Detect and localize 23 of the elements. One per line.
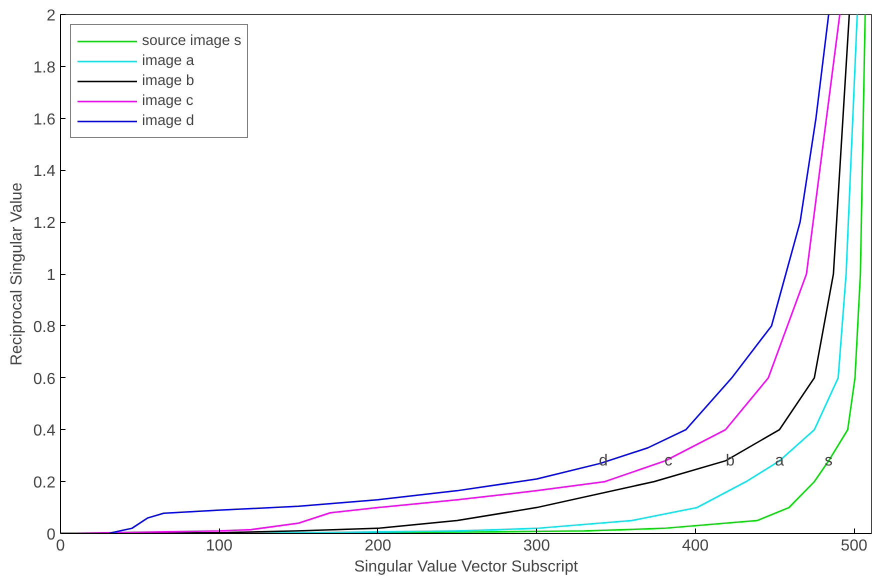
- legend-label: image b: [142, 73, 194, 89]
- legend-label: image c: [142, 93, 194, 109]
- legend-label: image a: [142, 53, 194, 69]
- y-tick-label: 1.4: [33, 163, 56, 180]
- x-tick-label: 100: [206, 538, 233, 554]
- y-tick-label: 0.6: [33, 370, 56, 388]
- x-tick-label: 200: [364, 538, 392, 554]
- x-tick-label: 300: [523, 538, 550, 554]
- y-tick-label: 0.4: [33, 422, 56, 440]
- y-tick-label: 1: [46, 267, 56, 284]
- x-tick-label: 500: [840, 538, 868, 554]
- x-axis-title: Singular Value Vector Subscript: [354, 558, 578, 576]
- y-tick-label: 0.2: [33, 474, 56, 492]
- y-tick-label: 0.8: [33, 318, 56, 336]
- y-tick-label: 1.8: [33, 59, 56, 76]
- y-axis-title: Reciprocal Singular Value: [8, 182, 26, 366]
- y-tick-label: 2: [46, 8, 56, 24]
- y-tick-label: 0: [46, 526, 56, 544]
- y-tick-label: 1.6: [33, 111, 56, 128]
- legend-label: source image s: [142, 33, 242, 49]
- x-tick-label: 400: [682, 538, 709, 554]
- legend-label: image d: [142, 113, 194, 129]
- y-tick-label: 1.2: [33, 215, 56, 232]
